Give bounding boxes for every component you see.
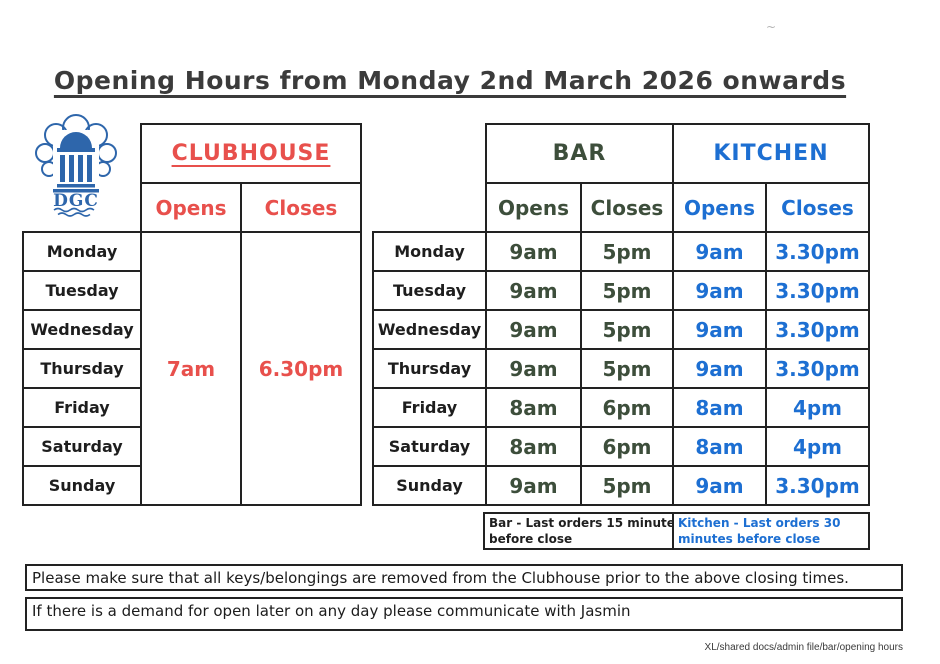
table-row: Opens Closes (23, 182, 362, 233)
clubhouse-header-label: CLUBHOUSE (171, 141, 331, 166)
bar-closes-time: 5pm (580, 270, 674, 311)
table-row: Monday 7am 6.30pm (22, 231, 362, 506)
bar-closes-header: Closes (580, 182, 674, 233)
day-cell: Monday (372, 231, 487, 272)
kitchen-last-orders-note: Kitchen - Last orders 30 minutes before … (672, 511, 870, 551)
bar-header: BAR (485, 123, 674, 184)
table-row: Friday (22, 387, 361, 428)
late-opening-note: If there is a demand for open later on a… (25, 597, 903, 631)
kitchen-closes-time: 3.30pm (765, 348, 870, 389)
bar-closes-time: 6pm (580, 387, 674, 428)
table-row: Wednesday 9am 5pm 9am 3.30pm (372, 309, 870, 350)
bar-closes-time: 6pm (580, 426, 674, 467)
day-cell: Friday (22, 387, 142, 428)
bar-opens-time: 9am (485, 465, 582, 506)
bar-closes-time: 5pm (580, 348, 674, 389)
clubhouse-header: CLUBHOUSE (140, 123, 362, 184)
table-row: Friday 8am 6pm 8am 4pm (372, 387, 870, 428)
clubhouse-opens-time: 7am (140, 231, 242, 506)
kitchen-opens-time: 9am (672, 231, 767, 272)
kitchen-opens-time: 9am (672, 309, 767, 350)
day-cell: Tuesday (372, 270, 487, 311)
day-cell: Wednesday (22, 309, 142, 350)
clubhouse-hours-table: CLUBHOUSE Opens Closes Monday 7am 6.30pm… (22, 123, 362, 506)
kitchen-note-line: minutes before close (678, 532, 821, 547)
day-cell: Sunday (372, 465, 487, 506)
table-row: BAR KITCHEN (373, 123, 870, 184)
logo-acronym: DGC (53, 191, 99, 211)
kitchen-opens-time: 8am (672, 426, 767, 467)
kitchen-closes-time: 3.30pm (765, 270, 870, 311)
scan-artifact-mark: ~ (766, 20, 777, 34)
kitchen-opens-time: 9am (672, 465, 767, 506)
day-cell: Friday (372, 387, 487, 428)
table-row: Saturday 8am 6pm 8am 4pm (372, 426, 870, 467)
kitchen-closes-time: 3.30pm (765, 231, 870, 272)
day-cell: Monday (22, 231, 142, 272)
bar-opens-time: 9am (485, 348, 582, 389)
clubhouse-closes-header: Closes (240, 182, 362, 233)
logo-waves (53, 207, 95, 217)
bar-opens-time: 9am (485, 270, 582, 311)
table-row: Saturday (22, 426, 361, 467)
kitchen-closes-time: 4pm (765, 426, 870, 467)
empty-corner-cell (23, 124, 141, 232)
kitchen-closes-time: 3.30pm (765, 309, 870, 350)
bar-opens-time: 9am (485, 309, 582, 350)
bar-note-line: before close (489, 532, 573, 547)
clubhouse-closes-time: 6.30pm (240, 231, 362, 506)
clubhouse-opens-header: Opens (140, 182, 242, 233)
day-cell: Tuesday (22, 270, 142, 311)
table-row: Bar - Last orders 15 minutes before clos… (483, 511, 870, 551)
kitchen-opens-header: Opens (672, 182, 767, 233)
bar-closes-time: 5pm (580, 231, 674, 272)
day-cell: Thursday (22, 348, 142, 389)
keys-reminder-note: Please make sure that all keys/belonging… (25, 564, 903, 591)
bar-kitchen-hours-table: BAR KITCHEN Opens Closes Opens Closes Mo… (372, 123, 870, 506)
day-cell: Thursday (372, 348, 487, 389)
bar-closes-time: 5pm (580, 465, 674, 506)
kitchen-closes-time: 3.30pm (765, 465, 870, 506)
empty-corner-cell (373, 124, 486, 232)
kitchen-opens-time: 8am (672, 387, 767, 428)
table-row: Sunday (22, 465, 361, 506)
bar-note-line: Bar - Last orders 15 minutes (489, 516, 673, 530)
table-row: Opens Closes Opens Closes (373, 182, 870, 233)
bar-opens-time: 8am (485, 387, 582, 428)
file-path-footer: XL/shared docs/admin file/bar/opening ho… (704, 642, 903, 653)
bar-last-orders-note: Bar - Last orders 15 minutes before clos… (483, 511, 674, 551)
kitchen-closes-time: 4pm (765, 387, 870, 428)
table-row: Thursday 9am 5pm 9am 3.30pm (372, 348, 870, 389)
table-row: Sunday 9am 5pm 9am 3.30pm (372, 465, 870, 506)
last-orders-table: Bar - Last orders 15 minutes before clos… (483, 511, 870, 551)
table-row: Tuesday (22, 270, 361, 311)
bar-opens-header: Opens (485, 182, 582, 233)
rotunda-icon (53, 132, 99, 193)
table-row: Wednesday (22, 309, 361, 350)
table-row: Monday 9am 5pm 9am 3.30pm (372, 231, 870, 272)
kitchen-opens-time: 9am (672, 348, 767, 389)
club-logo: DGC (35, 114, 117, 217)
bar-closes-time: 5pm (580, 309, 674, 350)
bar-opens-time: 9am (485, 231, 582, 272)
page-title: Opening Hours from Monday 2nd March 2026… (53, 66, 847, 95)
kitchen-note-line: Kitchen - Last orders 30 (678, 516, 841, 530)
day-cell: Saturday (22, 426, 142, 467)
day-cell: Saturday (372, 426, 487, 467)
table-row: CLUBHOUSE (23, 123, 362, 184)
bar-opens-time: 8am (485, 426, 582, 467)
table-row: Tuesday 9am 5pm 9am 3.30pm (372, 270, 870, 311)
day-cell: Sunday (22, 465, 142, 506)
kitchen-opens-time: 9am (672, 270, 767, 311)
kitchen-header: KITCHEN (672, 123, 870, 184)
day-cell: Wednesday (372, 309, 487, 350)
kitchen-closes-header: Closes (765, 182, 870, 233)
table-row: Thursday (22, 348, 361, 389)
